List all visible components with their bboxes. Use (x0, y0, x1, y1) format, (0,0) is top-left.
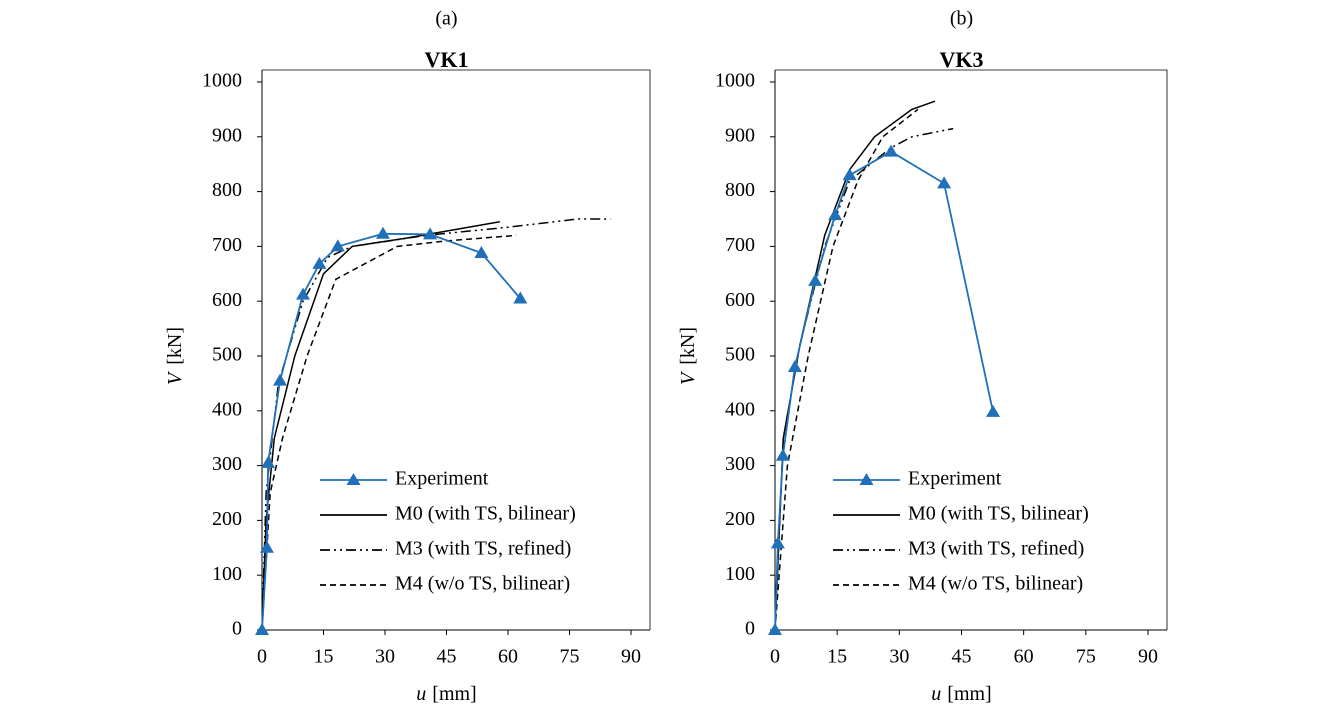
x-tick-label: 60 (498, 646, 518, 668)
data-marker (937, 176, 952, 189)
legend-label: M3 (with TS, refined) (395, 538, 571, 560)
x-tick-label: 90 (1138, 646, 1158, 668)
y-tick-label: 700 (212, 234, 242, 256)
x-tick-label: 15 (314, 646, 334, 668)
data-marker (828, 208, 843, 221)
y-axis-label: V [kN] (677, 327, 699, 385)
data-marker (770, 536, 785, 549)
y-tick-label: 900 (212, 124, 242, 146)
chart-title: VK3 (940, 47, 984, 72)
x-label-unit: [mm] (947, 683, 991, 705)
y-tick-label: 400 (725, 398, 755, 420)
data-marker (259, 540, 274, 553)
x-label-symbol: u (931, 683, 941, 705)
legend-label: M0 (with TS, bilinear) (395, 503, 576, 525)
data-marker (775, 448, 790, 461)
data-marker (768, 623, 782, 635)
legend-label: Experiment (908, 468, 1002, 490)
y-tick-label: 1000 (202, 70, 242, 92)
y-tick-label: 200 (725, 508, 755, 530)
x-tick-label: 30 (375, 646, 395, 668)
x-tick-label: 30 (889, 646, 909, 668)
y-tick-label: 500 (725, 344, 755, 366)
y-tick-label: 400 (212, 398, 242, 420)
series-line (774, 150, 994, 631)
data-marker (787, 359, 802, 372)
y-tick-label: 0 (232, 618, 242, 640)
panel-label: (a) (435, 8, 457, 30)
legend-marker (346, 473, 361, 485)
data-marker (312, 256, 327, 269)
chart-title: VK1 (425, 47, 469, 72)
y-tick-label: 300 (725, 453, 755, 475)
x-tick-label: 45 (437, 646, 457, 668)
y-label-symbol: V (677, 370, 699, 385)
data-marker (808, 273, 823, 286)
x-tick-label: 0 (770, 646, 780, 668)
y-tick-label: 500 (212, 344, 242, 366)
series-line (261, 218, 611, 631)
data-marker (474, 245, 489, 258)
data-marker (884, 144, 899, 157)
data-marker (330, 239, 345, 252)
legend-label: M4 (w/o TS, bilinear) (395, 573, 570, 595)
legend-label: Experiment (395, 468, 489, 490)
y-label-unit: [kN] (164, 327, 186, 365)
legend-label: M3 (with TS, refined) (908, 538, 1084, 560)
y-label-symbol: V (164, 370, 186, 385)
data-marker (842, 168, 857, 181)
x-axis-label: u [mm] (416, 683, 476, 705)
data-marker (261, 455, 276, 468)
x-label-unit: [mm] (432, 683, 476, 705)
y-tick-label: 1000 (715, 70, 755, 92)
plot-frame (262, 69, 651, 630)
x-tick-label: 75 (560, 646, 580, 668)
y-tick-label: 600 (212, 289, 242, 311)
y-tick-label: 100 (725, 563, 755, 585)
series-line (261, 220, 500, 631)
y-tick-label: 900 (725, 124, 755, 146)
data-marker (513, 291, 528, 304)
legend-marker (859, 473, 874, 485)
data-marker (985, 404, 1000, 417)
legend-label: M0 (with TS, bilinear) (908, 503, 1089, 525)
y-axis-label: V [kN] (164, 327, 186, 385)
x-tick-label: 0 (257, 646, 267, 668)
x-tick-label: 15 (827, 646, 847, 668)
y-tick-label: 800 (725, 179, 755, 201)
y-tick-label: 700 (725, 234, 755, 256)
x-label-symbol: u (416, 683, 426, 705)
data-marker (423, 227, 438, 240)
x-axis-label: u [mm] (931, 683, 991, 705)
y-tick-label: 300 (212, 453, 242, 475)
data-marker (375, 226, 390, 239)
y-tick-label: 600 (725, 289, 755, 311)
legend-label: M4 (w/o TS, bilinear) (908, 573, 1083, 595)
series-line (774, 108, 919, 631)
series-line (774, 100, 936, 631)
x-tick-label: 60 (1014, 646, 1034, 668)
y-tick-label: 0 (745, 618, 755, 640)
panel-label: (b) (950, 8, 973, 30)
x-tick-label: 90 (621, 646, 641, 668)
y-tick-label: 100 (212, 563, 242, 585)
y-tick-label: 800 (212, 179, 242, 201)
x-tick-label: 45 (952, 646, 972, 668)
data-marker (255, 623, 269, 635)
y-label-unit: [kN] (677, 327, 699, 365)
y-tick-label: 200 (212, 508, 242, 530)
data-marker (296, 287, 310, 300)
x-tick-label: 75 (1076, 646, 1096, 668)
data-marker (273, 373, 288, 386)
plot-frame (775, 69, 1168, 630)
series-line (261, 234, 517, 631)
